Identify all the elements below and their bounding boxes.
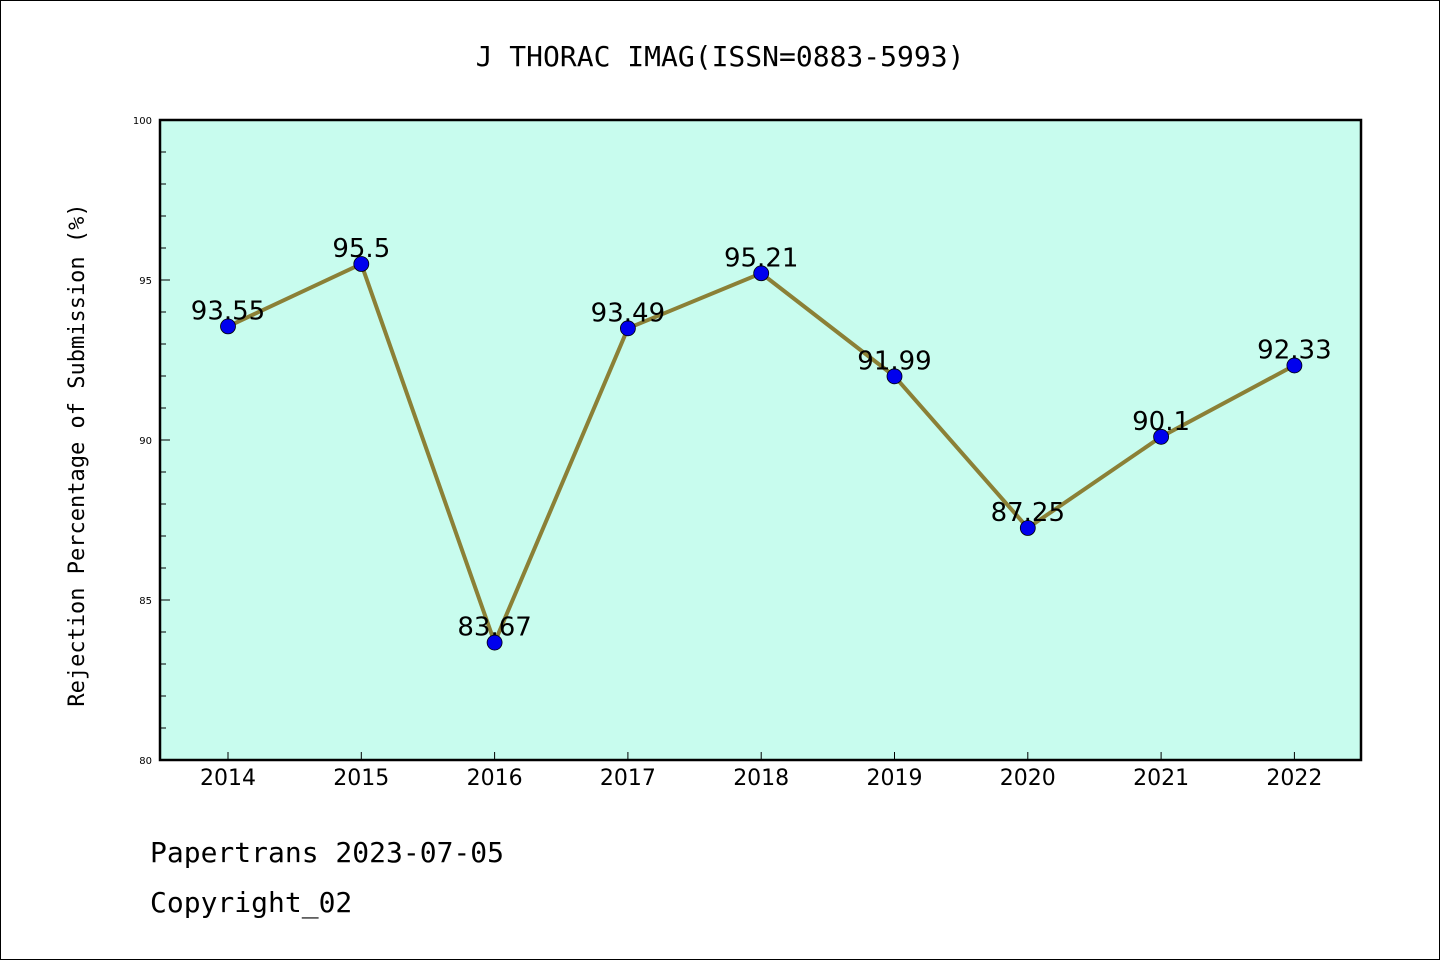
y-tick-label: 85 bbox=[139, 596, 152, 607]
data-label: 93.49 bbox=[591, 298, 665, 328]
y-tick-label: 100 bbox=[133, 116, 152, 127]
y-axis-label: Rejection Percentage of Submission (%) bbox=[65, 203, 90, 706]
footer-copyright: Copyright_02 bbox=[150, 886, 353, 919]
data-point bbox=[620, 320, 636, 337]
x-tick-label: 2015 bbox=[333, 766, 389, 791]
x-tick-label: 2016 bbox=[467, 766, 523, 791]
data-point bbox=[886, 368, 903, 385]
y-axis: 80 85 90 95 100 bbox=[133, 116, 170, 767]
x-axis: 2014 2015 2016 2017 2018 2019 2020 2021 2022 bbox=[200, 752, 1322, 791]
y-tick-label: 90 bbox=[139, 436, 152, 447]
y-tick-label: 80 bbox=[139, 756, 152, 767]
plot-area bbox=[158, 118, 1363, 762]
x-tick-label: 2014 bbox=[200, 766, 256, 791]
data-point bbox=[753, 265, 770, 282]
data-label: 83.67 bbox=[457, 613, 531, 643]
data-label: 90.1 bbox=[1132, 407, 1190, 437]
data-point bbox=[220, 318, 236, 335]
data-markers bbox=[220, 256, 1303, 651]
x-tick-label: 2019 bbox=[867, 766, 923, 791]
x-tick-label: 2021 bbox=[1133, 766, 1189, 791]
data-point bbox=[486, 634, 503, 651]
data-point bbox=[353, 256, 370, 272]
data-label: 93.55 bbox=[191, 296, 265, 326]
x-tick-label: 2017 bbox=[600, 766, 656, 791]
data-point bbox=[1019, 520, 1036, 536]
data-label: 87.25 bbox=[991, 498, 1065, 528]
data-label: 95.5 bbox=[332, 234, 390, 264]
chart-title: J THORAC IMAG(ISSN=0883-5993) bbox=[476, 40, 965, 73]
x-tick-label: 2020 bbox=[1000, 766, 1056, 791]
footer-date: Papertrans 2023-07-05 bbox=[150, 836, 505, 869]
data-label: 92.33 bbox=[1257, 335, 1331, 365]
x-tick-label: 2018 bbox=[733, 766, 789, 791]
data-label: 91.99 bbox=[857, 346, 931, 376]
data-point bbox=[1153, 428, 1169, 445]
y-tick-label: 95 bbox=[139, 276, 152, 287]
x-tick-label: 2022 bbox=[1266, 766, 1322, 791]
data-labels: 93.55 95.5 83.67 93.49 95.21 91.99 87.25 90.1 92… bbox=[191, 234, 1332, 643]
data-label: 95.21 bbox=[724, 243, 798, 273]
data-point bbox=[1286, 357, 1303, 374]
